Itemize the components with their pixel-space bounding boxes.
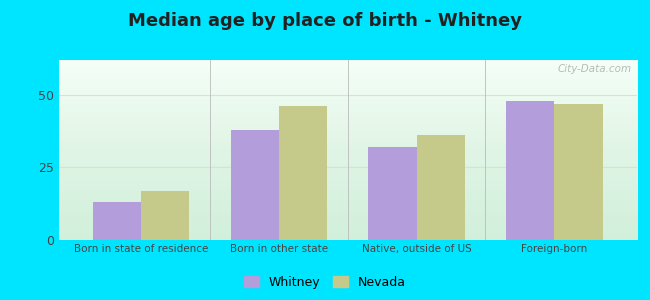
Bar bbox=[506, 100, 554, 240]
Bar bbox=[554, 103, 603, 240]
Text: City-Data.com: City-Data.com bbox=[557, 64, 631, 74]
Legend: Whitney, Nevada: Whitney, Nevada bbox=[239, 271, 411, 294]
Text: Median age by place of birth - Whitney: Median age by place of birth - Whitney bbox=[128, 12, 522, 30]
Bar bbox=[231, 130, 279, 240]
Bar bbox=[279, 106, 327, 240]
Bar bbox=[369, 147, 417, 240]
Bar bbox=[141, 190, 189, 240]
Bar bbox=[93, 202, 141, 240]
Bar bbox=[417, 136, 465, 240]
